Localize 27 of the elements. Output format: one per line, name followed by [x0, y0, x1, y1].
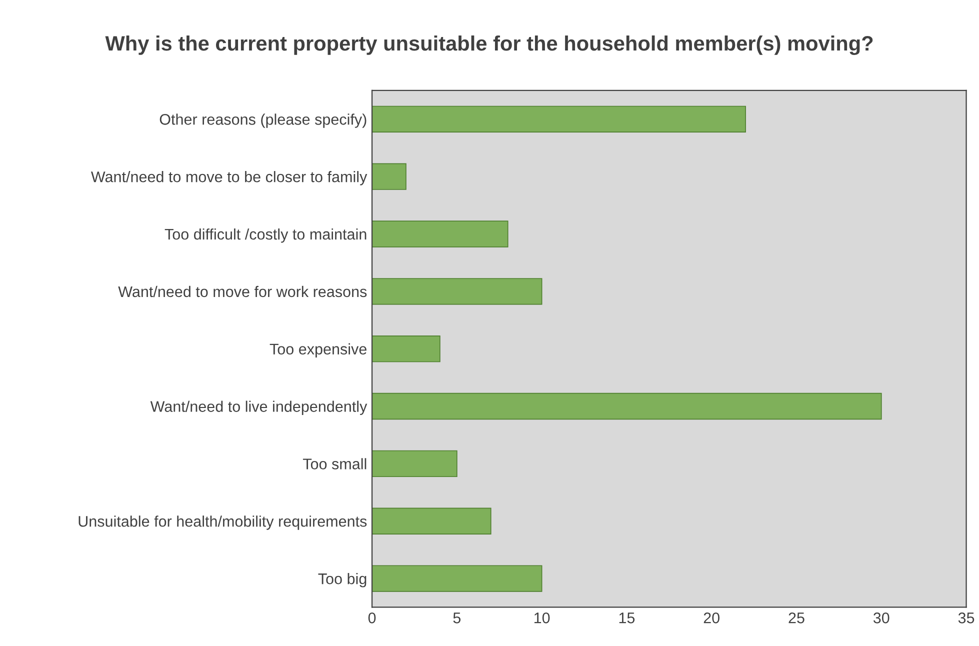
bar [372, 220, 508, 248]
bar [372, 565, 542, 592]
y-tick-label: Too expensive [270, 343, 366, 358]
x-tick-label: 10 [534, 612, 550, 624]
bar [372, 106, 746, 132]
x-tick-label: 35 [958, 612, 974, 624]
y-tick-label: Too big [318, 572, 366, 588]
x-tick-label: 5 [453, 612, 461, 624]
y-tick-label: Want/need to move to be closer to family [90, 171, 368, 186]
x-tick-label: 0 [368, 612, 376, 624]
bar [372, 336, 440, 362]
chart-title: Why is the current property unsuitable for the household member(s) moving? [105, 35, 873, 55]
bar [372, 163, 406, 190]
bar [372, 392, 882, 420]
y-tick-label: Too small [302, 458, 366, 470]
x-tick-label: 25 [788, 612, 804, 624]
y-tick-label: Unsuitable for health/mobility requirements [78, 516, 367, 530]
bar [372, 508, 492, 534]
x-tick-label: 20 [704, 612, 720, 624]
x-tick-label: 15 [619, 612, 635, 624]
y-tick-label: Want/need to live independently [150, 400, 368, 415]
y-tick-label: Too difficult /costly to maintain [164, 228, 366, 243]
y-tick-label: Other reasons (please specify) [160, 114, 366, 128]
bar [372, 450, 458, 478]
y-tick-label: Want/need to move for work reasons [118, 286, 367, 298]
x-tick-label: 30 [873, 612, 890, 624]
bar [372, 278, 542, 305]
